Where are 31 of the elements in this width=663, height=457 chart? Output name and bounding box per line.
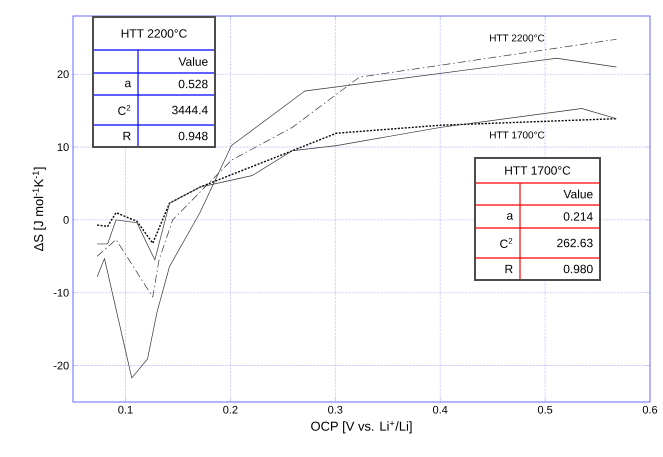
annotation: a xyxy=(507,213,514,220)
annotation: HTT 1700°C xyxy=(505,166,570,175)
annotation: 262.63 xyxy=(557,238,593,248)
annotation: 3444.4 xyxy=(172,106,208,114)
annotation: R xyxy=(506,264,513,274)
annotation: R xyxy=(124,132,131,140)
annotation: HTT 1700°C xyxy=(490,131,544,139)
x-tick-label: 0.4 xyxy=(432,406,448,414)
x-tick-label: 0.5 xyxy=(538,406,552,414)
x-tick-label: 0.2 xyxy=(223,406,238,414)
x-tick-label: 0.1 xyxy=(118,406,133,414)
y-tick-label: 10 xyxy=(58,143,69,151)
annotation: Value xyxy=(564,190,593,198)
x-tick-label: 0.3 xyxy=(328,406,342,414)
annotation: C$^{2}$ xyxy=(500,238,512,248)
y-tick-label: 0 xyxy=(63,216,69,224)
annotation: HTT 2200°C xyxy=(122,29,187,38)
y-tick-label: 20 xyxy=(58,70,69,78)
annotation: 0.214 xyxy=(564,212,593,221)
y-tick-label: -10 xyxy=(54,288,69,297)
annotation: C$^{2}$ xyxy=(118,104,130,115)
annotation: a xyxy=(125,80,132,88)
y-tick-label: -20 xyxy=(54,362,69,370)
annotation: Value xyxy=(178,57,208,66)
annotation: HTT 2200°C xyxy=(490,34,544,42)
x-axis-title: OCP [V vs. Li$^{+}$/Li] xyxy=(311,421,412,434)
annotation: 0.948 xyxy=(178,132,208,140)
y-axis-title: ΔS [J mol$^{-1}$K$^{-1}$] xyxy=(32,168,46,251)
annotation: 0.528 xyxy=(178,80,208,88)
x-tick-label: 0.6 xyxy=(642,406,658,414)
annotation: 0.980 xyxy=(564,264,593,274)
